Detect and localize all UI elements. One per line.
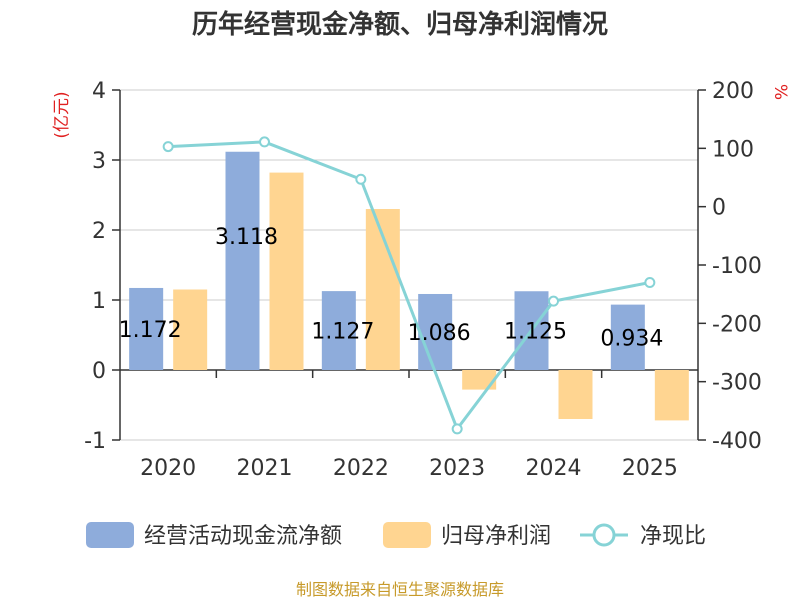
right-axis: 200 100 0 -100 -200 -300 -400 (697, 79, 762, 454)
bar-cashflow (321, 291, 356, 370)
data-label: 1.172 (119, 318, 182, 343)
ratio-point (162, 141, 174, 153)
legend: 经营活动现金流净额 归母净利润 净现比 (86, 522, 706, 549)
legend-marker-ratio (592, 523, 616, 547)
x-tick-label: 2021 (237, 456, 293, 481)
ratio-line-path (168, 140, 651, 432)
ratio-point (644, 277, 656, 288)
right-tick-label: 100 (712, 137, 754, 162)
right-tick-label: -100 (712, 254, 762, 279)
left-tick-label: 3 (92, 149, 106, 174)
left-tick-label: 0 (92, 359, 106, 384)
legend-swatch-profit (383, 522, 431, 548)
gridlines (120, 89, 698, 441)
data-labels: 1.172 3.118 1.127 1.086 1.125 0.934 (119, 225, 664, 351)
left-axis: 4 3 2 1 0 -1 (84, 79, 121, 454)
chart-title: 历年经营现金净额、归母净利润情况 (192, 9, 608, 40)
bar-profit (558, 370, 593, 419)
right-tick-label: -200 (712, 312, 762, 337)
x-tick-label: 2020 (140, 456, 196, 481)
bar-cashflow (610, 304, 645, 370)
data-label: 0.934 (600, 326, 663, 351)
x-tick-label: 2022 (333, 456, 389, 481)
data-label: 1.125 (504, 320, 567, 345)
left-tick-label: 4 (92, 79, 106, 104)
source-note: 制图数据来自恒生聚源数据库 (296, 580, 504, 599)
bar-profit (173, 289, 208, 370)
data-label: 1.127 (311, 320, 374, 345)
ratio-point (548, 295, 559, 307)
x-tick-label: 2024 (526, 456, 582, 481)
legend-swatch-cashflow (86, 522, 134, 548)
ratio-line (162, 136, 656, 435)
right-tick-label: 200 (712, 79, 754, 104)
right-tick-label: 0 (712, 196, 726, 221)
left-axis-unit: (亿元) (52, 91, 72, 138)
data-label: 3.118 (215, 225, 278, 250)
ratio-point (259, 136, 270, 148)
bar-cashflow (225, 151, 260, 370)
legend-label-cashflow: 经营活动现金流净额 (144, 524, 342, 549)
right-tick-label: -300 (712, 371, 762, 396)
left-tick-label: -1 (84, 429, 106, 454)
left-tick-label: 1 (92, 289, 106, 314)
ratio-point (451, 423, 463, 435)
legend-label-ratio: 净现比 (640, 524, 706, 549)
x-axis: 2020 2021 2022 2023 2024 2025 (120, 369, 698, 481)
bar-cashflow (129, 287, 164, 370)
right-axis-unit: % (770, 84, 790, 100)
bar-profit (462, 370, 497, 390)
left-tick-label: 2 (92, 219, 106, 244)
bar-cashflow (418, 293, 453, 370)
right-tick-label: -400 (712, 429, 762, 454)
x-tick-label: 2025 (622, 456, 678, 481)
bar-profit (654, 370, 689, 421)
data-label: 1.086 (408, 321, 471, 346)
ratio-point (355, 173, 367, 185)
legend-label-profit: 归母净利润 (441, 524, 551, 549)
bar-profit (269, 172, 304, 370)
bars (129, 151, 689, 421)
x-tick-label: 2023 (429, 456, 485, 481)
